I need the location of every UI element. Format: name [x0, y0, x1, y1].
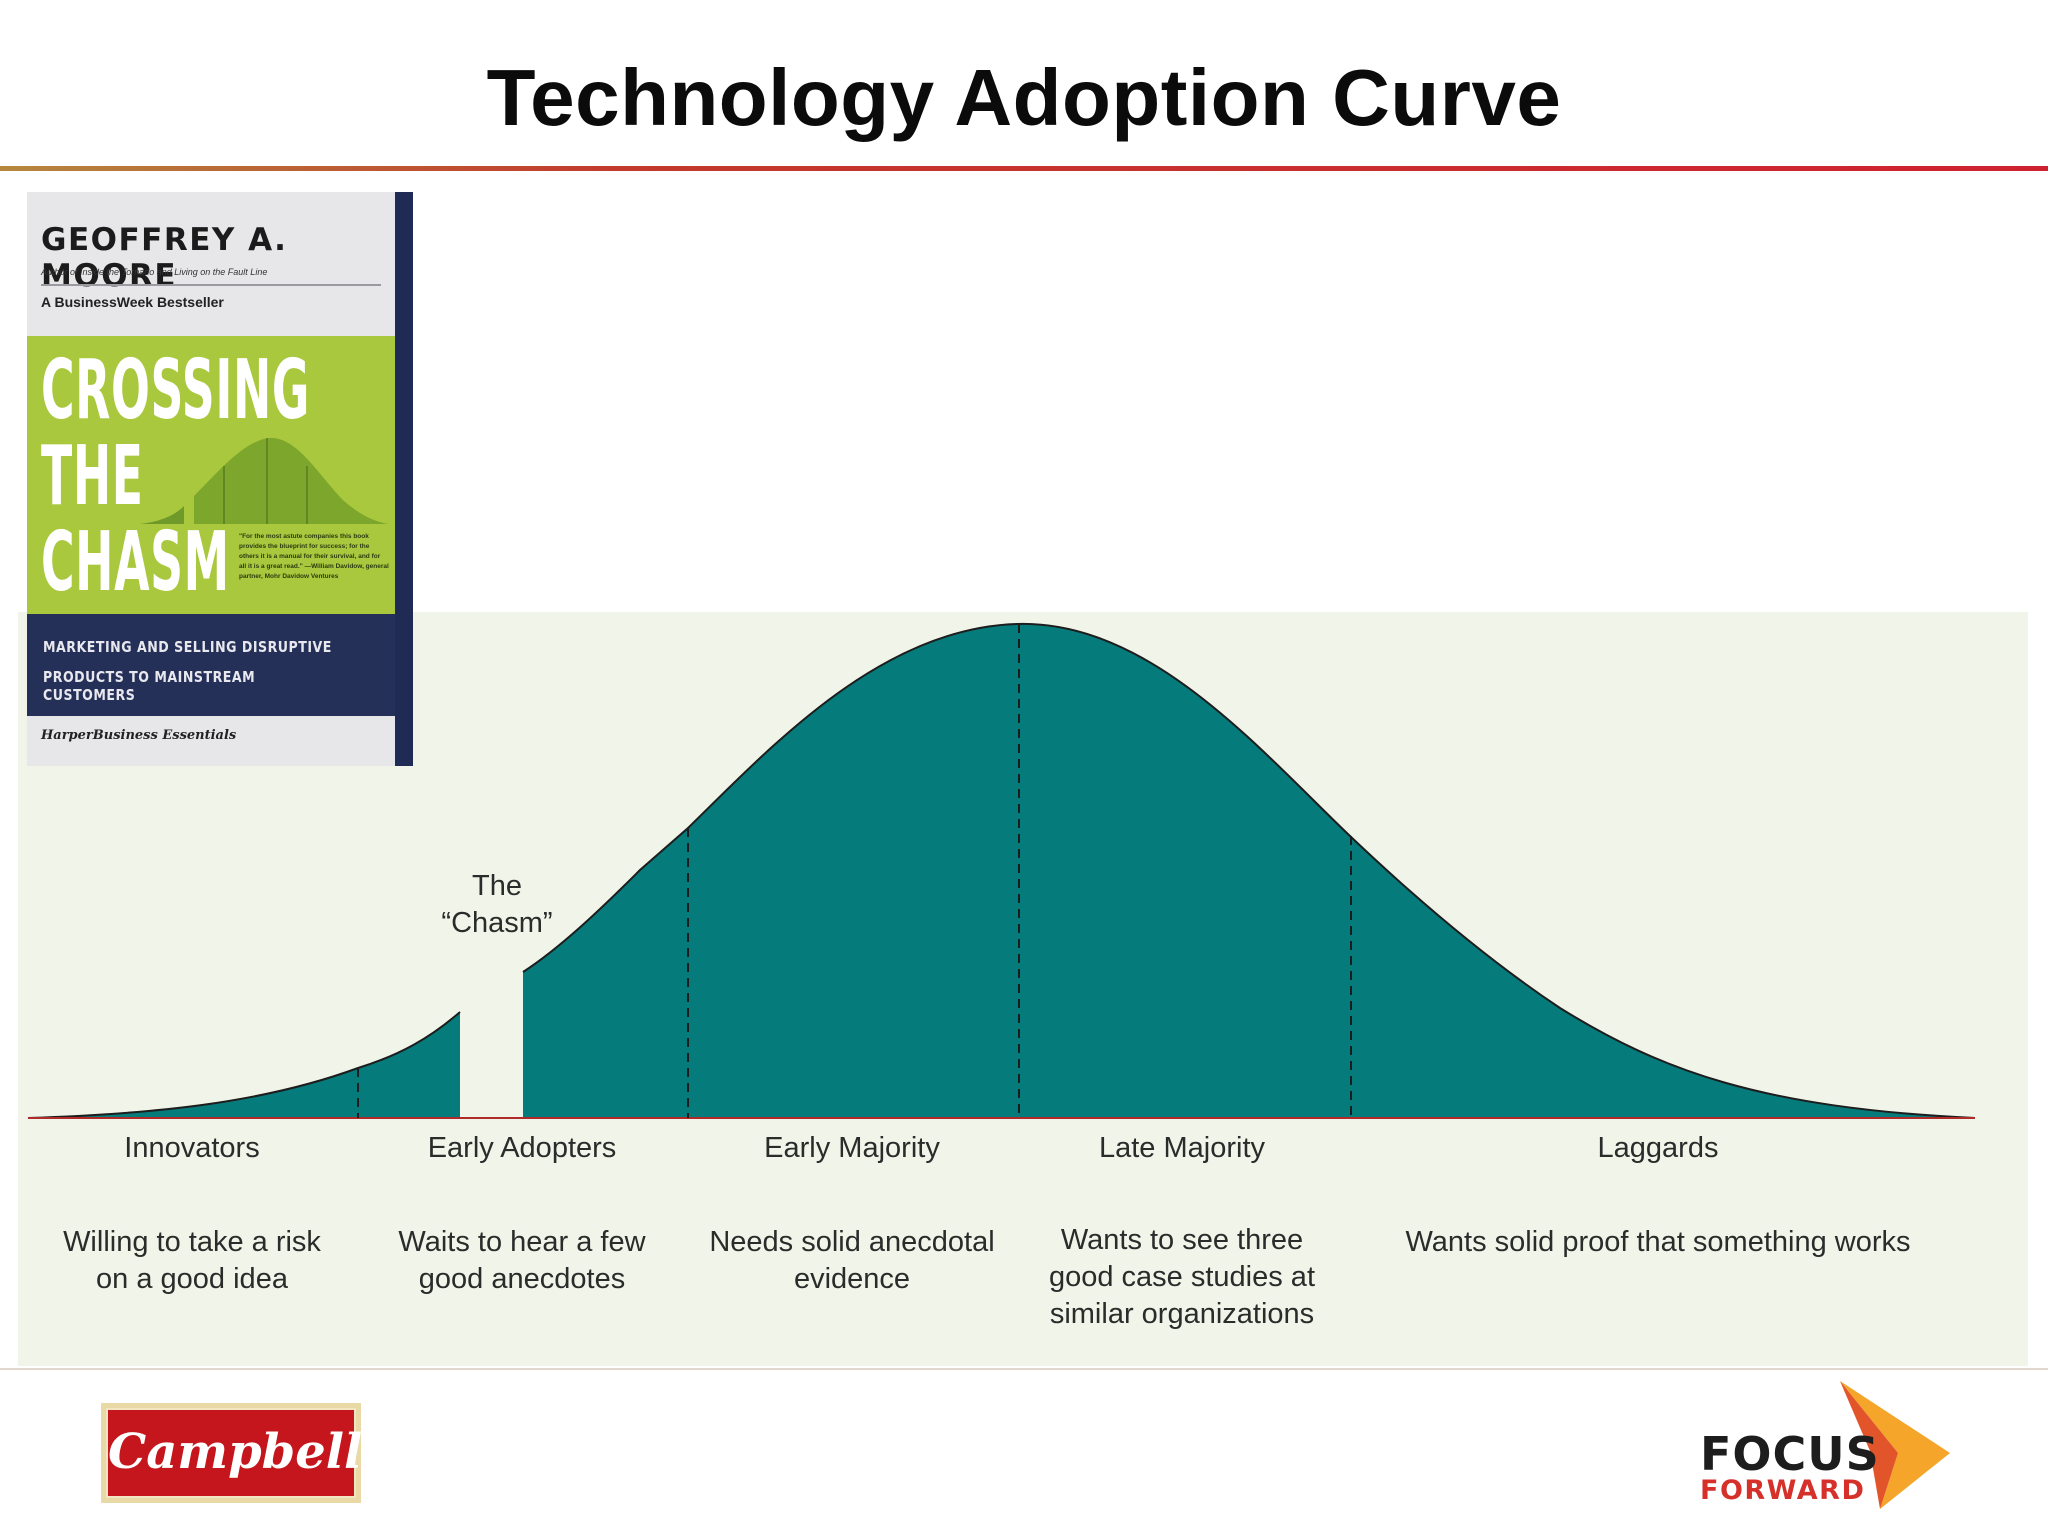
- main-curve-area: [523, 623, 1975, 1118]
- segment-label-early-adopters: Early Adopters: [427, 1132, 617, 1164]
- campbells-logo: Campbell's: [101, 1403, 404, 1503]
- description-line: Willing to take a risk: [63, 1226, 321, 1258]
- book-title-line: CROSSING: [41, 343, 311, 438]
- campbells-logo-text: Campbell's: [108, 1424, 404, 1480]
- segment-label-early-majority: Early Majority: [764, 1132, 940, 1164]
- description-line: Wants to see three: [1060, 1224, 1304, 1256]
- description-line: similar organizations: [1049, 1298, 1315, 1330]
- footer-divider: [0, 1368, 2048, 1370]
- book-author-note: Author of Inside the Tornado and Living …: [41, 267, 268, 277]
- segment-description-early-majority: Needs solid anecdotal evidence: [692, 1224, 1012, 1298]
- description-line: Waits to hear a few: [398, 1226, 646, 1258]
- description-line: good anecdotes: [418, 1263, 626, 1295]
- book-publisher: HarperBusiness Essentials: [41, 728, 237, 743]
- focus-forward-arrow-icon: [1840, 1381, 1950, 1509]
- innovators-area: [28, 1068, 358, 1118]
- description-line: good case studies at: [1048, 1261, 1315, 1293]
- book-mini-curve-graphic: [139, 437, 389, 524]
- campbells-logo-badge: Campbell's: [106, 1408, 404, 1498]
- curve-outline-main: [522, 622, 1976, 1119]
- book-cover: GEOFFREY A. MOORE Author of Inside the T…: [27, 192, 409, 766]
- chasm-label: The “Chasm”: [432, 868, 562, 942]
- description-line: Wants solid proof that something works: [1405, 1226, 1911, 1258]
- book-quote: "For the most astute companies this book…: [239, 533, 389, 581]
- book-spine: [395, 192, 409, 766]
- focus-forward-logo-text: FOCUS: [1700, 1427, 1880, 1481]
- book-bestseller-note: A BusinessWeek Bestseller: [41, 294, 224, 310]
- book-title-line: CHASM: [41, 515, 230, 610]
- chasm-label-line: The: [472, 870, 522, 902]
- chasm-label-line: “Chasm”: [441, 907, 553, 939]
- book-divider: [41, 284, 381, 286]
- early-adopters-left-area: [358, 1012, 460, 1118]
- segment-description-laggards: Wants solid proof that something works: [1368, 1224, 1948, 1261]
- segment-description-early-adopters: Waits to hear a few good anecdotes: [372, 1224, 672, 1298]
- page-title: Technology Adoption Curve: [486, 53, 1562, 142]
- focus-forward-logo: FOCUS FORWARD: [1690, 1375, 1990, 1515]
- book-title-panel: CROSSING THE CHASM "For the most astute …: [27, 336, 395, 614]
- segment-description-innovators: Willing to take a risk on a good idea: [42, 1224, 342, 1298]
- book-subtitle-line: PRODUCTS TO MAINSTREAM CUSTOMERS: [43, 668, 256, 704]
- segment-label-innovators: Innovators: [124, 1132, 260, 1164]
- book-subtitle-line: MARKETING AND SELLING DISRUPTIVE: [43, 638, 332, 656]
- focus-forward-logo-subtext: FORWARD: [1700, 1475, 1866, 1506]
- curve-outline: [27, 1011, 461, 1119]
- segment-description-late-majority: Wants to see three good case studies at …: [1022, 1222, 1342, 1333]
- description-line: evidence: [793, 1263, 911, 1295]
- book-author: GEOFFREY A. MOORE: [41, 222, 288, 294]
- segment-label-late-majority: Late Majority: [1098, 1132, 1265, 1164]
- segment-label-laggards: Laggards: [1597, 1132, 1719, 1164]
- description-line: on a good idea: [96, 1263, 288, 1295]
- book-title-line: THE: [41, 429, 144, 524]
- description-line: Needs solid anecdotal: [709, 1226, 995, 1258]
- book-subtitle-panel: MARKETING AND SELLING DISRUPTIVE PRODUCT…: [27, 614, 395, 716]
- title-divider: [0, 166, 2048, 171]
